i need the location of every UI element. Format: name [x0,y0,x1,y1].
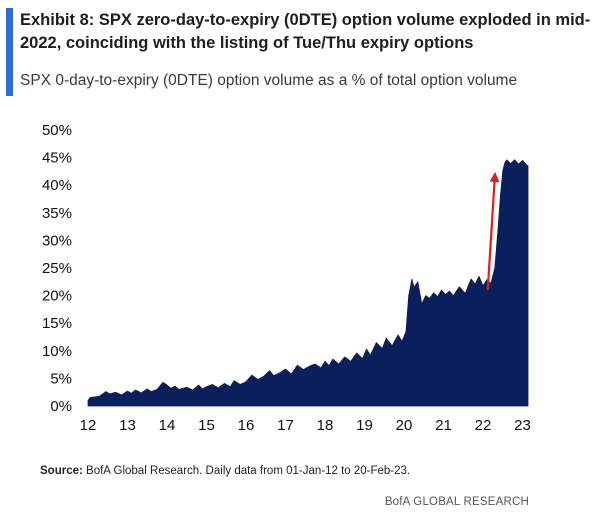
area-series [87,159,529,407]
chart-subtitle: SPX 0-day-to-expiry (0DTE) option volume… [20,72,518,89]
x-tick-label: 17 [277,417,294,434]
x-tick-label: 20 [396,417,413,434]
source-label: Source: [40,465,83,477]
chart-title: Exhibit 8: SPX zero-day-to-expiry (0DTE)… [20,11,591,52]
x-tick-label: 22 [475,417,492,434]
x-tick-label: 14 [159,417,176,434]
y-tick-label: 20% [42,288,72,305]
y-tick-label: 30% [42,232,72,249]
y-tick-label: 45% [42,150,72,167]
source-note: Source: BofA Global Research. Daily data… [40,465,410,477]
annotation-arrow [486,171,500,291]
x-tick-label: 16 [238,417,255,434]
y-tick-label: 10% [42,343,72,360]
x-tick-label: 18 [317,417,334,434]
chart: 0% 5% 10% 15% 20% 25% 30% 35% 40% 45% 50% 12 13 14 15… [42,122,531,434]
y-tick-label: 40% [42,177,72,194]
x-tick-label: 12 [80,417,97,434]
y-tick-label: 0% [50,398,72,415]
credit-label: BofA GLOBAL RESEARCH [384,496,529,508]
x-tick-label: 13 [119,417,136,434]
plot-area [87,159,529,407]
y-axis: 0% 5% 10% 15% 20% 25% 30% 35% 40% 45% 50% [42,122,72,415]
accent-bar [6,8,13,96]
x-tick-label: 21 [435,417,452,434]
x-tick-label: 19 [356,417,373,434]
x-tick-label: 15 [198,417,215,434]
y-tick-label: 25% [42,260,72,277]
x-tick-label: 23 [514,417,531,434]
y-tick-label: 35% [42,205,72,222]
y-tick-label: 15% [42,315,72,332]
source-text: BofA Global Research. Daily data from 01… [82,465,411,477]
y-tick-label: 50% [42,122,72,139]
x-axis: 12 13 14 15 16 17 18 19 20 21 22 23 [80,417,531,434]
y-tick-label: 5% [50,370,72,387]
